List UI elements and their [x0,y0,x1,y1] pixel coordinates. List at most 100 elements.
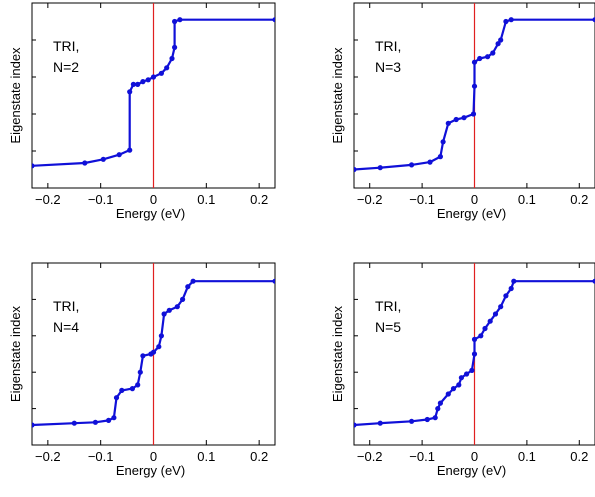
x-tick-label: −0.2 [35,192,61,207]
data-point [164,65,170,71]
series-line [32,280,275,427]
data-point [503,293,509,299]
x-tick-label: 0.1 [197,192,215,207]
data-point [169,55,175,62]
x-tick-label: 0.1 [518,449,536,464]
panel-annotation: TRI, [375,38,401,54]
data-point [456,382,462,388]
data-point [458,375,464,381]
x-tick-label: 0 [150,449,157,464]
data-point [172,18,178,25]
chart-panel-top-right: −0.2 −0.1 0 0.1 0.2 Energy (eV) Eigenstate ind… [330,2,595,221]
data-point [354,422,357,428]
x-tick-label: 0.2 [250,449,268,464]
y-axis-label: Eigenstate index [8,305,23,402]
data-point [482,325,488,332]
data-point [156,344,162,350]
data-point [592,17,595,23]
data-point [437,400,443,406]
data-point [432,415,438,421]
data-point [377,420,383,426]
data-point [106,417,112,423]
x-tick-label: −0.2 [357,449,383,464]
data-point [92,419,98,425]
data-point [427,159,433,165]
data-point [166,307,172,313]
x-tick-label: −0.1 [88,449,114,464]
data-point [487,318,493,324]
data-point [461,115,467,121]
data-point [453,116,459,123]
data-point [478,333,484,339]
data-point [119,387,125,393]
data-point [130,81,136,87]
panel-annotation: TRI, [53,298,79,314]
x-tick-label: −0.2 [357,192,383,207]
data-point [145,77,151,83]
x-axis-label: Energy (eV) [116,463,185,478]
x-tick-label: 0.2 [570,449,588,464]
data-point [495,41,501,47]
data-point [32,163,35,169]
data-point [445,391,451,397]
data-point [100,156,106,162]
data-point [272,278,275,284]
data-point [135,81,141,87]
data-point [377,165,383,171]
panel-annotation: TRI, [53,38,79,54]
data-point [508,17,514,23]
data-point [485,54,491,60]
chart-panel-bottom-left: −0.2 −0.1 0 0.1 0.2 Energy (eV) Eigenstate ind… [8,262,276,478]
panel-annotation: N=4 [53,319,79,335]
data-point [471,59,478,65]
x-tick-label: −0.2 [35,449,61,464]
panel-annotation: N=3 [375,59,401,75]
panel-annotation: N=5 [375,319,401,335]
data-point [511,278,517,284]
data-point [174,304,180,310]
data-point [464,371,470,377]
x-tick-label: 0.1 [197,449,215,464]
x-tick-label: −0.1 [88,192,114,207]
x-tick-label: 0.1 [518,192,536,207]
data-point [471,351,478,357]
chart-panel-bottom-right: −0.2 −0.1 0 0.1 0.2 Energy (eV) Eigenstate ind… [330,262,595,478]
data-point [477,55,483,62]
data-point [469,367,475,373]
data-point [140,353,146,359]
x-axis-label: Energy (eV) [116,206,185,221]
data-point [498,304,504,310]
data-point [150,349,157,355]
data-point [409,418,415,424]
data-point [470,111,477,117]
data-point [471,83,478,89]
y-axis-label: Eigenstate index [8,47,23,144]
data-point [508,285,514,292]
data-point [409,162,415,168]
data-point [158,70,164,76]
data-point [592,278,595,284]
data-point [498,37,504,43]
data-point [492,311,499,317]
data-point [82,160,88,166]
data-point [190,278,196,284]
data-point [435,406,441,412]
data-point [113,395,120,401]
chart-panel-top-left: −0.2 −0.1 0 0.1 0.2 Energy (eV) Eigenstate ind… [8,2,276,221]
data-point [127,147,133,153]
data-point [111,415,117,421]
data-point [437,154,443,160]
panel-annotation: N=2 [53,59,79,75]
data-point [471,336,478,342]
data-point [137,369,143,375]
data-point [32,422,35,428]
data-point [129,386,135,392]
data-point [140,79,146,85]
x-tick-label: −0.1 [409,449,435,464]
data-point [116,152,122,158]
data-point [71,420,77,426]
panel-annotation: TRI, [375,298,401,314]
x-tick-label: 0 [471,192,478,207]
data-point [272,17,275,23]
